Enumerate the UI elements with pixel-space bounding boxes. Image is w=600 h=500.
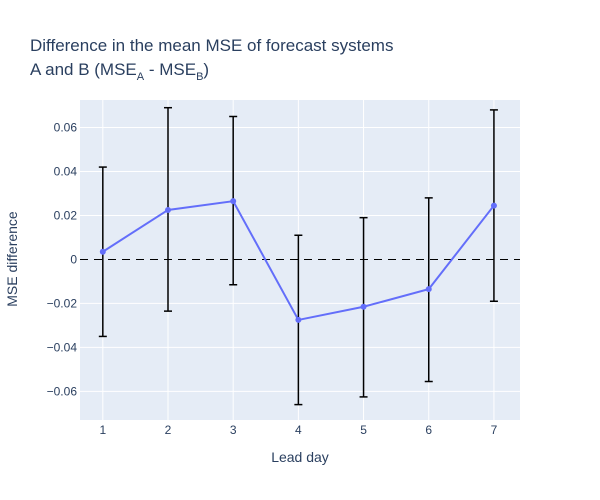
y-tick-label: 0.06 (54, 120, 78, 134)
y-tick-label: 0.04 (54, 164, 78, 178)
title-suffix: ) (203, 60, 209, 79)
title-mid: - MSE (144, 60, 196, 79)
chart-title-line-1: Difference in the mean MSE of forecast s… (30, 36, 393, 55)
title-subscript-a: A (137, 71, 145, 83)
y-tick-label: 0 (70, 252, 77, 266)
x-axis-ticks: 1 2 3 4 5 6 7 (99, 423, 497, 437)
chart-title-line-2: A and B (MSEA - MSEB) (30, 60, 209, 83)
x-tick-label-7: 7 (491, 423, 498, 437)
x-tick-label-5: 5 (360, 423, 367, 437)
x-tick-label-3: 3 (230, 423, 237, 437)
x-tick-label-2: 2 (165, 423, 172, 437)
y-axis-ticks: 0.06 0.04 0.02 0 −0.02 −0.04 −0.06 (47, 120, 78, 398)
data-point-5 (360, 303, 367, 310)
y-tick-label: −0.02 (47, 296, 78, 310)
data-point-7 (490, 202, 497, 209)
data-point-3 (230, 198, 237, 205)
x-tick-label-4: 4 (295, 423, 302, 437)
x-tick-label-1: 1 (99, 423, 106, 437)
data-point-1 (99, 248, 106, 255)
title-prefix: A and B (MSE (30, 60, 137, 79)
y-tick-label: −0.04 (47, 340, 78, 354)
data-point-6 (425, 286, 432, 293)
y-tick-label: 0.02 (54, 208, 78, 222)
data-points (99, 198, 497, 323)
y-axis-title: MSE difference (4, 211, 20, 307)
title-subscript-b: B (196, 71, 203, 83)
x-axis-title: Lead day (271, 449, 329, 465)
data-point-2 (165, 206, 171, 213)
plot-area (80, 100, 520, 420)
data-point-4 (295, 316, 302, 323)
y-tick-label: −0.06 (47, 384, 78, 398)
x-tick-label-6: 6 (425, 423, 432, 437)
